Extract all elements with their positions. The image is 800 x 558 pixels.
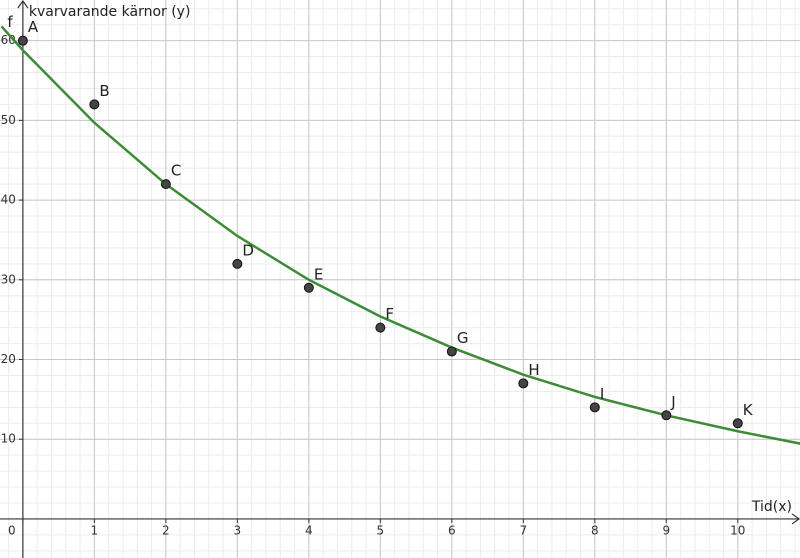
- x-tick-label: 7: [520, 523, 528, 537]
- x-tick-label: 2: [162, 523, 170, 537]
- data-point: [89, 99, 100, 110]
- point-label: K: [743, 401, 754, 419]
- data-point: [232, 258, 243, 269]
- x-tick-label: 5: [377, 523, 385, 537]
- point-label: C: [171, 162, 181, 180]
- x-axis-arrow: [791, 513, 800, 525]
- point-label: E: [314, 265, 323, 283]
- data-point: [375, 322, 386, 333]
- y-axis-arrow: [17, 0, 29, 9]
- y-tick-label: 20: [1, 352, 16, 366]
- curve-label: f: [7, 13, 13, 31]
- marks: f A B C D E F G H I J K: [0, 13, 800, 445]
- point-label: G: [457, 329, 469, 347]
- data-point: [17, 35, 28, 46]
- x-tick-label: 8: [591, 523, 599, 537]
- point-label: I: [600, 385, 604, 403]
- x-tick-label: 4: [305, 523, 313, 537]
- point-label: H: [528, 361, 539, 379]
- y-axis-label: kvarvarande kärnor (y): [29, 4, 191, 20]
- point-label: D: [242, 241, 254, 259]
- x-tick-label: 6: [448, 523, 456, 537]
- data-point: [446, 346, 457, 357]
- x-tick-label: 9: [662, 523, 670, 537]
- y-tick-label: 10: [1, 432, 16, 446]
- data-point: [160, 179, 171, 190]
- x-tick-label: 10: [730, 523, 745, 537]
- point-label: A: [28, 18, 39, 36]
- point-label: B: [99, 82, 109, 100]
- x-tick-label: 1: [91, 523, 99, 537]
- y-tick-label: 30: [1, 272, 16, 286]
- data-point: [661, 410, 672, 421]
- data-point: [732, 418, 743, 429]
- data-point: [589, 402, 600, 413]
- x-tick-label: 3: [234, 523, 242, 537]
- point-label: F: [385, 305, 394, 323]
- y-tick-label: 50: [1, 113, 16, 127]
- data-point: [303, 282, 314, 293]
- x-tick-label: 0: [8, 523, 16, 537]
- data-point: [518, 378, 529, 389]
- y-tick-label: 40: [1, 193, 16, 207]
- x-axis-label: Tid(x): [751, 499, 792, 515]
- point-label: J: [670, 393, 675, 411]
